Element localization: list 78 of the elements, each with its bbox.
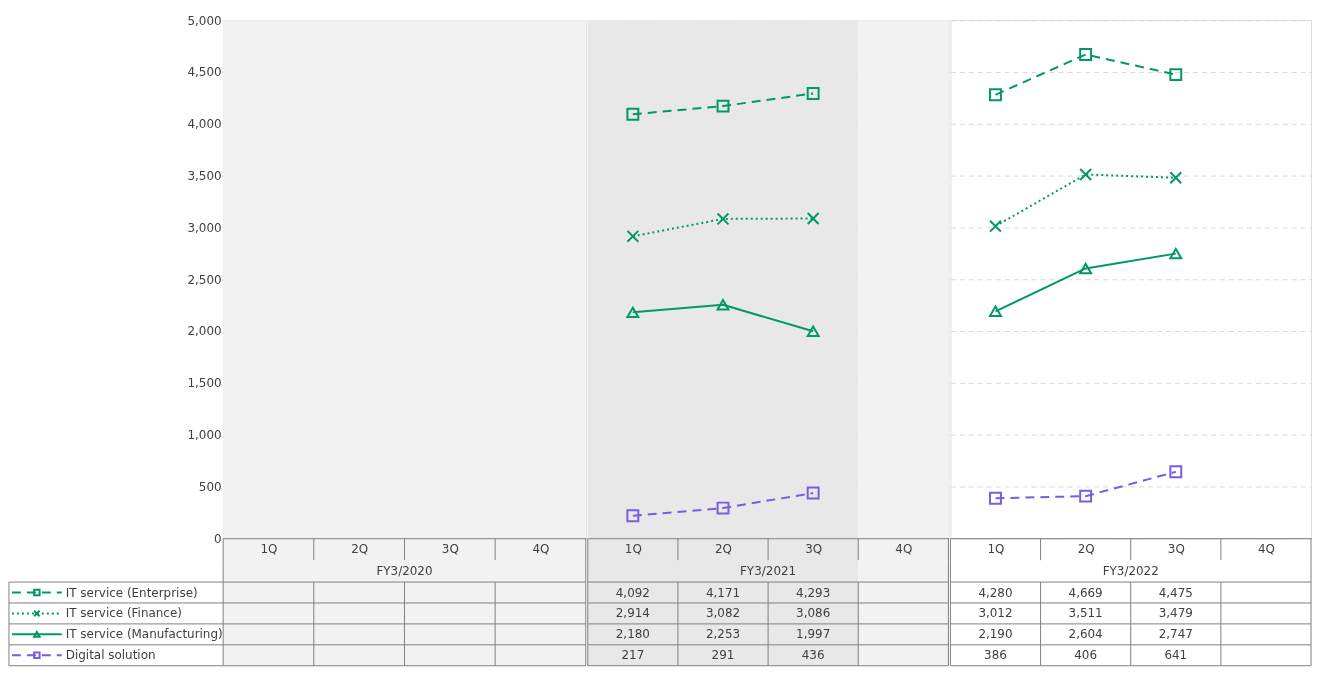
y-tick-label: 1,500 bbox=[187, 376, 222, 391]
point bbox=[626, 229, 640, 243]
point bbox=[1079, 489, 1093, 503]
y-tick-label: 2,500 bbox=[187, 272, 222, 287]
y-tick-label: 3,000 bbox=[187, 220, 222, 235]
point bbox=[1169, 247, 1183, 260]
data-label: 3,012 bbox=[978, 606, 1013, 621]
data-label: 2,604 bbox=[1068, 627, 1103, 642]
data-label: 641 bbox=[1164, 648, 1188, 663]
x-tick-label: 3Q bbox=[441, 541, 459, 556]
data-label: 436 bbox=[801, 648, 825, 663]
y-tick-label: 3,500 bbox=[187, 169, 222, 184]
point bbox=[716, 501, 730, 515]
y-tick-label: 5,000 bbox=[187, 13, 222, 28]
data-label: 3,479 bbox=[1158, 606, 1193, 621]
data-label: 2,190 bbox=[978, 627, 1013, 642]
point bbox=[989, 219, 1002, 233]
data-label: 2,747 bbox=[1158, 627, 1193, 642]
data-label: 4,475 bbox=[1158, 585, 1193, 600]
x-axis-title: FY3/2022 bbox=[1102, 564, 1159, 579]
point bbox=[716, 99, 730, 113]
data-label: 217 bbox=[621, 648, 645, 663]
y-tick-label: 4,000 bbox=[187, 117, 222, 132]
legend-label: IT service (Enterprise) bbox=[65, 585, 198, 600]
x-tick-label: 2Q bbox=[1077, 541, 1095, 556]
data-label: 3,086 bbox=[796, 606, 831, 621]
y-tick-label: 500 bbox=[198, 479, 222, 494]
point bbox=[626, 509, 640, 523]
y-tick-label: 1,000 bbox=[187, 428, 222, 443]
point bbox=[626, 107, 640, 121]
data-label: 2,180 bbox=[615, 627, 650, 642]
point bbox=[1079, 168, 1093, 181]
point bbox=[1079, 48, 1093, 61]
data-label: 4,669 bbox=[1068, 585, 1103, 600]
data-label: 2,914 bbox=[615, 606, 650, 621]
x-tick-label: 3Q bbox=[1167, 541, 1185, 556]
data-label: 4,092 bbox=[615, 585, 650, 600]
x-axis-title: FY3/2020 bbox=[376, 564, 433, 579]
point bbox=[1169, 68, 1183, 82]
x-tick-label: 1Q bbox=[624, 541, 642, 556]
point bbox=[806, 86, 820, 100]
y-tick-label: 0 bbox=[214, 531, 222, 546]
legend-label: IT service (Manufacturing) bbox=[65, 627, 223, 642]
data-label: 4,171 bbox=[705, 585, 741, 600]
data-label: 4,280 bbox=[978, 585, 1013, 600]
x-tick-label: 4Q bbox=[532, 541, 550, 556]
data-label: 291 bbox=[711, 648, 735, 663]
point bbox=[989, 88, 1002, 102]
y-tick-label: 2,000 bbox=[187, 324, 222, 339]
point bbox=[806, 212, 820, 225]
data-label: 4,293 bbox=[796, 585, 831, 600]
point bbox=[626, 306, 640, 319]
x-tick-label: 4Q bbox=[1257, 541, 1275, 556]
point bbox=[806, 486, 820, 500]
data-label: 3,511 bbox=[1068, 606, 1103, 621]
x-tick-label: 1Q bbox=[987, 541, 1005, 556]
x-tick-label: 2Q bbox=[351, 541, 369, 556]
data-label: 2,253 bbox=[705, 627, 741, 642]
data-label: 406 bbox=[1074, 648, 1098, 663]
legend-label: IT service (Finance) bbox=[65, 606, 182, 621]
point bbox=[716, 299, 730, 311]
point bbox=[1169, 171, 1183, 185]
data-label: 3,082 bbox=[705, 606, 741, 621]
x-tick-label: 2Q bbox=[715, 541, 732, 556]
x-tick-label: 1Q bbox=[260, 541, 278, 556]
data-label: 386 bbox=[984, 648, 1007, 663]
data-label: 1,997 bbox=[796, 627, 831, 642]
point bbox=[806, 325, 820, 338]
point bbox=[989, 305, 1002, 318]
y-tick-label: 4,500 bbox=[187, 65, 222, 80]
point bbox=[989, 491, 1002, 505]
x-axis-title: FY3/2021 bbox=[740, 564, 797, 579]
x-tick-label: 3Q bbox=[805, 541, 823, 556]
x-tick-label: 4Q bbox=[895, 541, 913, 556]
point bbox=[716, 212, 730, 226]
legend-label: Digital solution bbox=[65, 648, 156, 663]
point bbox=[1169, 465, 1183, 479]
point bbox=[1079, 262, 1093, 275]
